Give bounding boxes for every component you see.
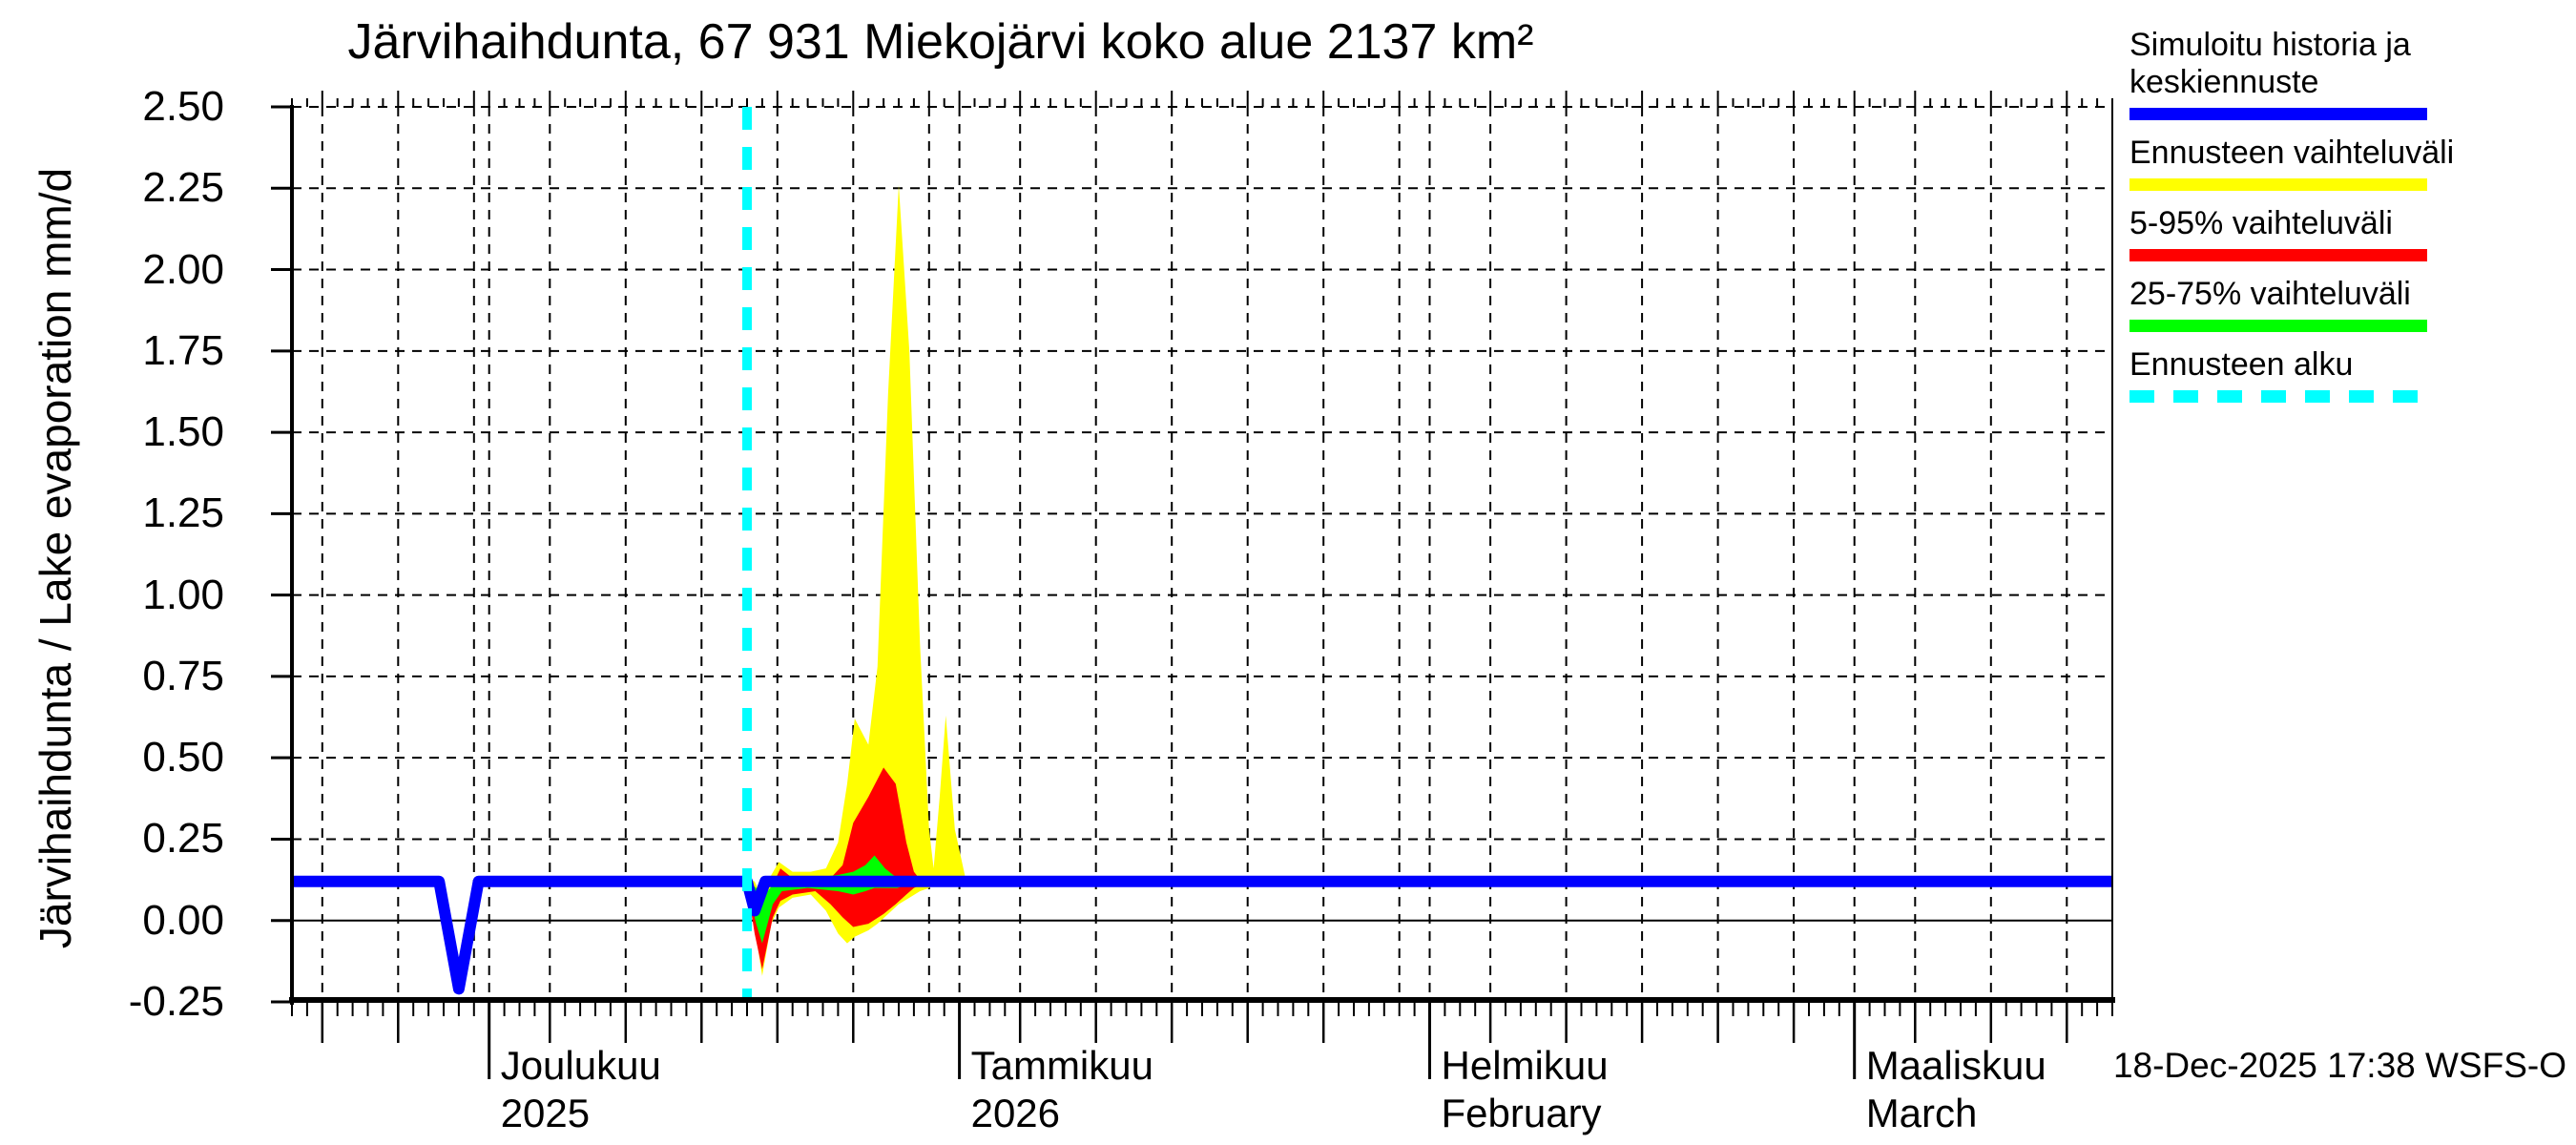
legend-item: 5-95% vaihteluväli: [2129, 205, 2497, 261]
y-tick-label: 2.25: [142, 164, 224, 212]
y-tick-label: 1.00: [142, 571, 224, 618]
month-label: Joulukuu 2025: [500, 1043, 661, 1135]
legend: Simuloitu historia ja keskiennuste Ennust…: [2129, 27, 2497, 417]
y-tick-label: 2.00: [142, 245, 224, 293]
chart-title: Järvihaihdunta, 67 931 Miekojärvi koko a…: [347, 14, 1534, 70]
legend-color-sample: [2129, 178, 2427, 191]
legend-item: 25-75% vaihteluväli: [2129, 276, 2497, 332]
timestamp: 18-Dec-2025 17:38 WSFS-O: [2112, 1046, 2566, 1085]
month-label: Helmikuu February: [1441, 1043, 1609, 1135]
y-tick-label: 0.50: [142, 734, 224, 781]
y-tick-label: 1.50: [142, 408, 224, 456]
legend-color-sample: [2129, 249, 2427, 261]
month-label: Maaliskuu March: [1865, 1043, 2046, 1135]
legend-item: Ennusteen alku: [2129, 346, 2497, 403]
y-tick-label: 0.25: [142, 815, 224, 863]
month-label-sub: 2025: [500, 1091, 591, 1135]
y-tick-label: 1.25: [142, 489, 224, 537]
legend-color-sample: [2129, 390, 2427, 403]
y-tick-label: 1.75: [142, 326, 224, 374]
y-tick-label: -0.25: [128, 978, 224, 1025]
legend-color-sample: [2129, 108, 2427, 120]
legend-label: 5-95% vaihteluväli: [2129, 205, 2393, 241]
legend-label: 25-75% vaihteluväli: [2129, 276, 2411, 312]
month-label-sub: March: [1865, 1091, 1978, 1135]
median-line: [292, 875, 2112, 995]
band-5-95: [747, 767, 922, 969]
legend-item: Simuloitu historia ja keskiennuste: [2129, 27, 2497, 120]
month-label-sub: 2026: [970, 1091, 1061, 1135]
month-label-sub: February: [1441, 1091, 1602, 1135]
y-tick-label: 2.50: [142, 83, 224, 130]
legend-item: Ennusteen vaihteluväli: [2129, 135, 2497, 191]
legend-color-sample: [2129, 320, 2427, 332]
month-label: Tammikuu 2026: [970, 1043, 1153, 1135]
y-tick-label: 0.75: [142, 652, 224, 699]
legend-label: Ennusteen vaihteluväli: [2129, 135, 2455, 171]
legend-label: Ennusteen alku: [2129, 346, 2354, 383]
legend-label: Simuloitu historia ja keskiennuste: [2129, 27, 2411, 100]
y-tick-label: 0.00: [142, 896, 224, 944]
